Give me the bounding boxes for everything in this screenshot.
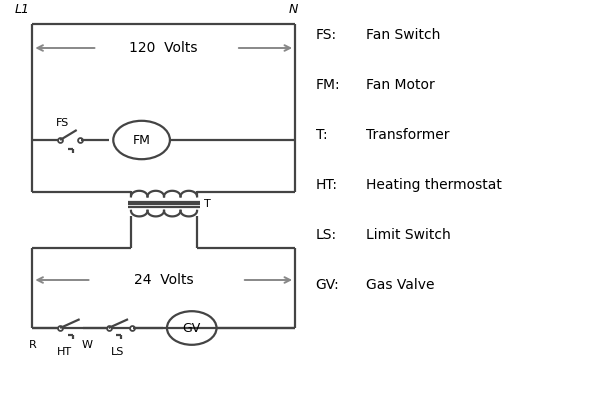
Text: Fan Motor: Fan Motor: [366, 78, 435, 92]
Text: FS:: FS:: [316, 28, 337, 42]
Text: W: W: [82, 340, 93, 350]
Text: GV:: GV:: [316, 278, 339, 292]
Text: R: R: [28, 340, 37, 350]
Text: Heating thermostat: Heating thermostat: [366, 178, 502, 192]
Text: HT: HT: [57, 347, 73, 357]
Text: Fan Switch: Fan Switch: [366, 28, 440, 42]
Text: L1: L1: [15, 3, 30, 16]
Text: N: N: [289, 3, 299, 16]
Text: Gas Valve: Gas Valve: [366, 278, 434, 292]
Text: 120  Volts: 120 Volts: [129, 41, 198, 55]
Text: GV: GV: [183, 322, 201, 334]
Text: 24  Volts: 24 Volts: [134, 273, 194, 287]
Text: FS: FS: [56, 118, 69, 128]
Text: T: T: [204, 200, 211, 210]
Text: FM:: FM:: [316, 78, 340, 92]
Text: HT:: HT:: [316, 178, 337, 192]
Text: LS: LS: [112, 347, 124, 357]
Text: T:: T:: [316, 128, 327, 142]
Text: Limit Switch: Limit Switch: [366, 228, 451, 242]
Text: FM: FM: [133, 134, 150, 146]
Text: LS:: LS:: [316, 228, 337, 242]
Text: Transformer: Transformer: [366, 128, 450, 142]
